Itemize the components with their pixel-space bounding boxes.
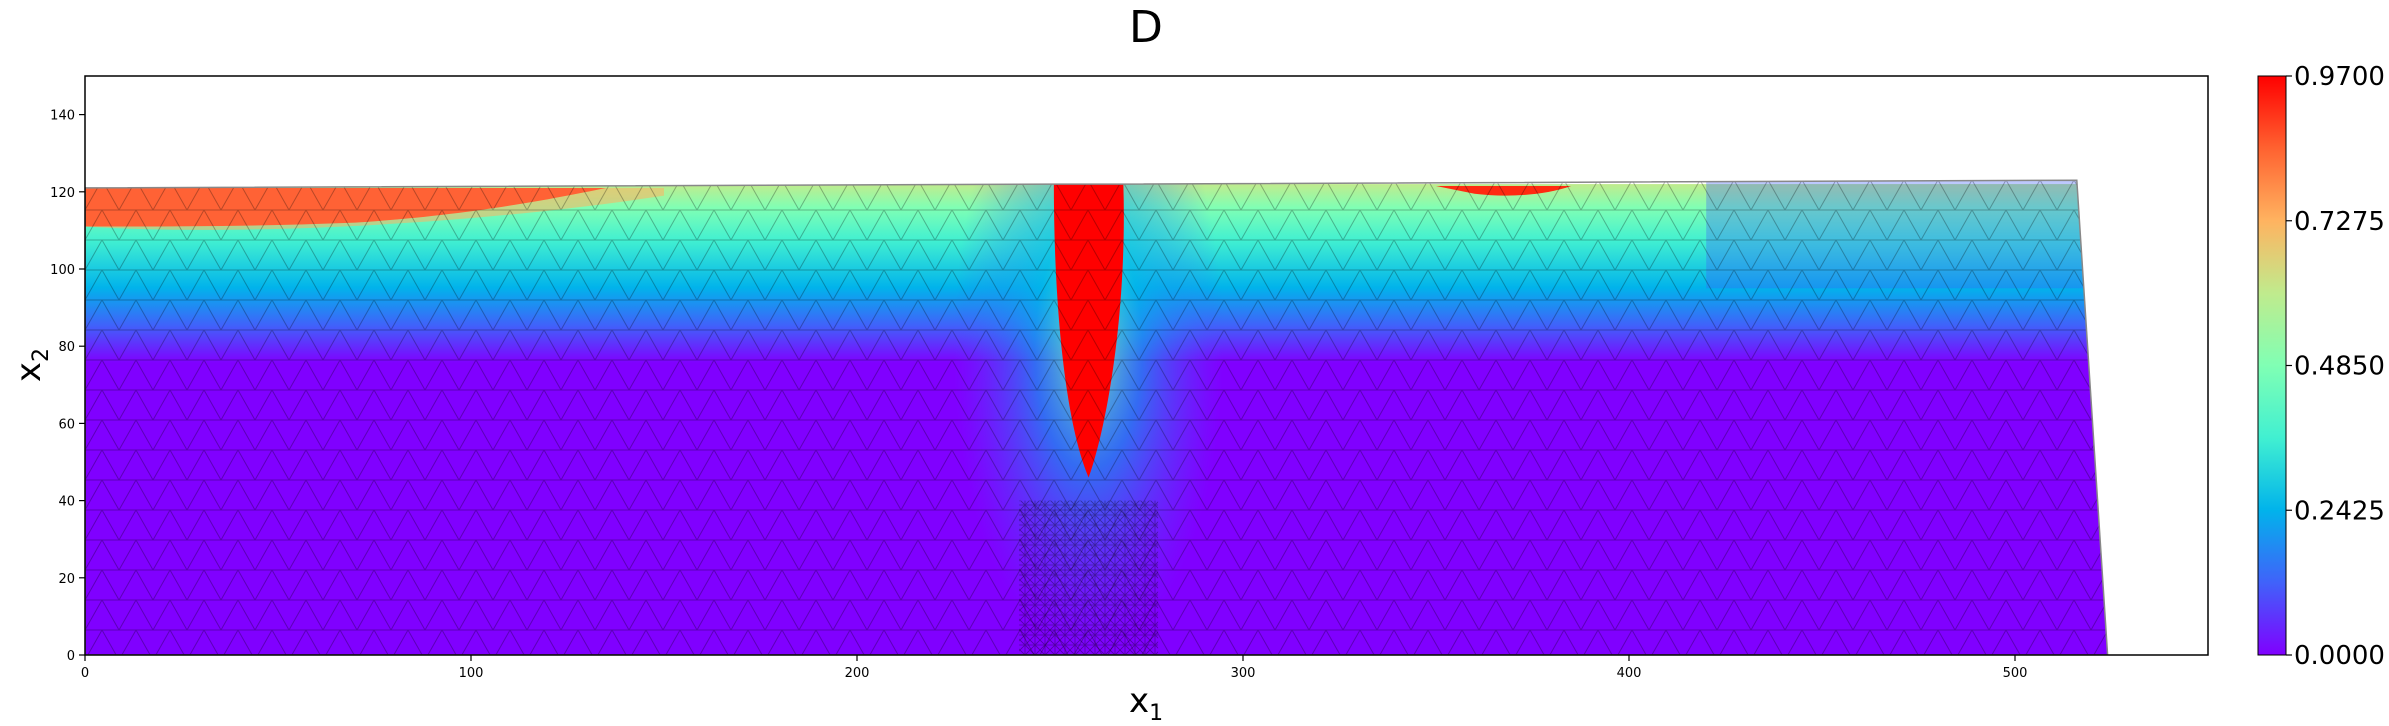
x-axis-label-subscript: 1 bbox=[1149, 701, 1163, 726]
plot-area bbox=[85, 179, 2109, 655]
colorbar-fill bbox=[2258, 76, 2286, 655]
colorbar-tick-label: 0.2425 bbox=[2294, 496, 2385, 526]
y-axis: 0 20 40 60 80 100 120 140 bbox=[50, 109, 85, 664]
domain-outline bbox=[85, 179, 2109, 655]
y-tick-label: 20 bbox=[58, 572, 75, 587]
y-tick-label: 80 bbox=[58, 340, 75, 355]
mesh-overlay-refined bbox=[1019, 500, 1159, 655]
x-tick-label: 200 bbox=[845, 666, 870, 681]
x-axis-label-main: x bbox=[1129, 681, 1149, 721]
x-axis-label: x1 bbox=[1129, 681, 1163, 726]
y-axis-label-subscript: 2 bbox=[29, 348, 54, 362]
axes-frame bbox=[84, 75, 2209, 656]
x-tick-label: 300 bbox=[1231, 666, 1256, 681]
colorbar: 0.0000 0.2425 0.4850 0.7275 0.9700 bbox=[2257, 62, 2385, 671]
colorbar-tick-label: 0.0000 bbox=[2294, 641, 2385, 671]
colorbar-tick-label: 0.7275 bbox=[2294, 207, 2385, 237]
x-tick-label: 100 bbox=[459, 666, 484, 681]
x-axis: 0 100 200 300 400 500 bbox=[81, 655, 2028, 681]
x-tick-label: 500 bbox=[2003, 666, 2028, 681]
y-tick-label: 120 bbox=[50, 186, 75, 201]
colorbar-tick-label: 0.9700 bbox=[2294, 62, 2385, 92]
colorbar-tick-label: 0.4850 bbox=[2294, 352, 2385, 382]
field-layer bbox=[85, 180, 2108, 655]
x-tick-label: 400 bbox=[1617, 666, 1642, 681]
x-tick-label: 0 bbox=[81, 666, 89, 681]
y-axis-label: x2 bbox=[9, 348, 54, 382]
y-tick-label: 40 bbox=[58, 495, 75, 510]
colorbar-ticks: 0.0000 0.2425 0.4850 0.7275 0.9700 bbox=[2286, 62, 2385, 671]
y-tick-label: 0 bbox=[67, 649, 75, 664]
chart-title: D bbox=[1129, 2, 1163, 53]
y-axis-label-main: x bbox=[9, 362, 49, 382]
y-tick-label: 140 bbox=[50, 109, 75, 124]
y-tick-label: 60 bbox=[58, 417, 75, 432]
y-tick-label: 100 bbox=[50, 263, 75, 278]
